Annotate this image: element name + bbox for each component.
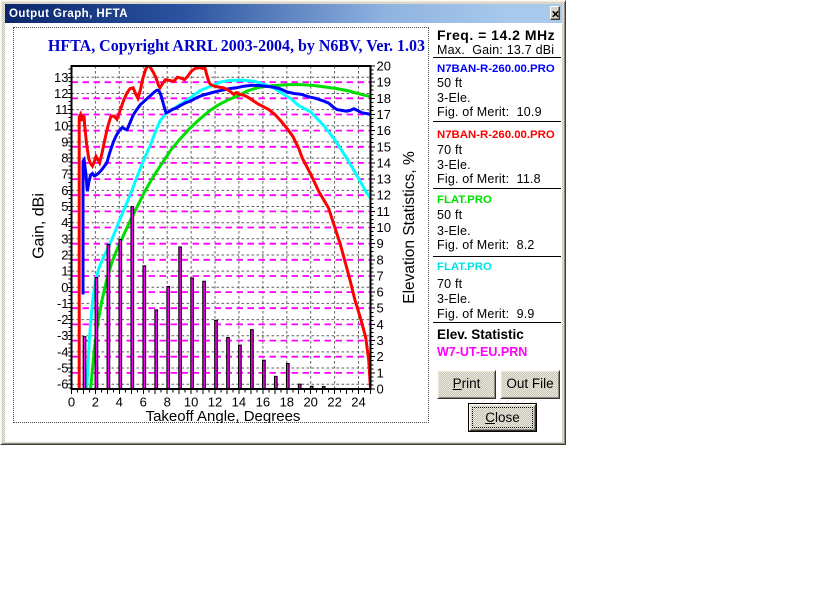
svg-text:10: 10 [184,395,198,410]
svg-text:6: 6 [140,395,147,410]
svg-text:0: 0 [61,280,68,295]
svg-text:10: 10 [54,118,68,133]
svg-text:Elevation Statistics, %: Elevation Statistics, % [401,151,418,304]
svg-text:20: 20 [377,59,391,74]
svg-text:14: 14 [232,395,246,410]
svg-text:3: 3 [61,231,68,246]
svg-text:9: 9 [61,134,68,149]
svg-text:18: 18 [280,395,294,410]
svg-text:5: 5 [61,199,68,214]
svg-text:4: 4 [116,395,123,410]
svg-text:4: 4 [377,317,384,332]
svg-text:4: 4 [61,215,68,230]
svg-text:14: 14 [377,155,391,170]
svg-text:2: 2 [61,248,68,263]
svg-text:0: 0 [68,395,75,410]
svg-text:2: 2 [377,349,384,364]
svg-text:-3: -3 [57,328,69,343]
svg-text:7: 7 [377,269,384,284]
svg-text:9: 9 [377,236,384,251]
svg-text:13: 13 [54,70,68,85]
svg-text:24: 24 [351,395,365,410]
svg-text:5: 5 [377,301,384,316]
svg-text:17: 17 [377,107,391,122]
svg-text:HFTA, Copyright ARRL 2003-2004: HFTA, Copyright ARRL 2003-2004, by N6BV,… [48,36,425,55]
svg-text:Gain, dBi: Gain, dBi [31,193,48,259]
svg-text:-4: -4 [57,344,69,359]
svg-text:1: 1 [61,264,68,279]
svg-text:6: 6 [61,183,68,198]
svg-text:11: 11 [377,204,391,219]
svg-text:-5: -5 [57,361,69,376]
svg-text:20: 20 [303,395,317,410]
svg-text:12: 12 [54,86,68,101]
svg-text:15: 15 [377,139,391,154]
svg-text:-1: -1 [57,296,69,311]
svg-text:8: 8 [377,252,384,267]
svg-text:22: 22 [327,395,341,410]
svg-text:12: 12 [208,395,222,410]
svg-text:6: 6 [377,285,384,300]
svg-text:16: 16 [256,395,270,410]
svg-text:3: 3 [377,333,384,348]
svg-text:10: 10 [377,220,391,235]
svg-text:13: 13 [377,172,391,187]
svg-text:1: 1 [377,365,384,380]
svg-text:12: 12 [377,188,391,203]
svg-text:2: 2 [92,395,99,410]
svg-text:Takeoff Angle, Degrees: Takeoff Angle, Degrees [146,408,301,423]
svg-text:16: 16 [377,123,391,138]
svg-text:18: 18 [377,91,391,106]
svg-text:8: 8 [164,395,171,410]
svg-text:11: 11 [55,102,69,117]
svg-text:-6: -6 [57,377,69,392]
svg-text:7: 7 [61,167,68,182]
svg-text:0: 0 [377,382,384,397]
svg-text:-2: -2 [57,312,69,327]
svg-text:19: 19 [377,75,391,90]
svg-text:8: 8 [61,151,68,166]
